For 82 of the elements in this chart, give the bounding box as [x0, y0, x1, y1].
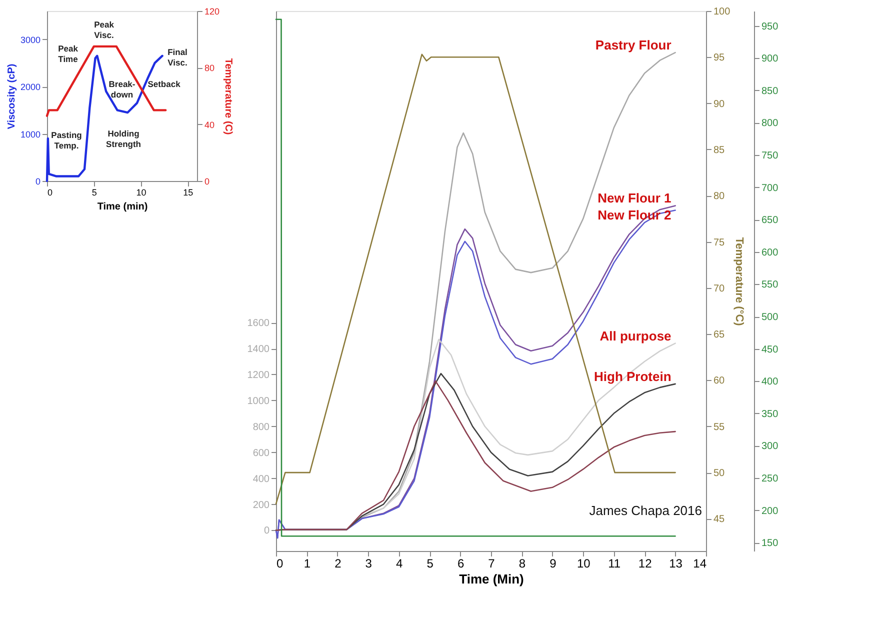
x-tick-label: 3 — [365, 556, 372, 570]
x-tick-label: 11 — [608, 556, 621, 570]
x-tick-label: 6 — [457, 556, 464, 570]
y3-tick-label: 500 — [762, 312, 779, 324]
x-tick-label: 15 — [183, 188, 194, 198]
annotation: Setback — [148, 79, 181, 90]
y3-tick-label: 550 — [762, 280, 779, 291]
annotation: Pasting Temp. — [51, 130, 82, 151]
annotation: Holding Strength — [106, 128, 141, 149]
y2-tick-label: 85 — [714, 144, 726, 156]
y3-tick-label: 950 — [762, 21, 779, 32]
y2-tick-label: 100 — [714, 6, 731, 18]
y3-tick-label: 300 — [762, 441, 779, 452]
x-tick-label: 10 — [576, 556, 591, 570]
y2-tick-label: 45 — [714, 514, 726, 526]
y2-tick-label: 90 — [714, 98, 726, 110]
series-label: Pastry Flour — [595, 38, 672, 53]
x-tick-label: 7 — [488, 556, 496, 570]
annotation: Peak Visc. — [94, 20, 114, 40]
y2-tick-label: 50 — [714, 468, 726, 480]
y3-tick-label: 200 — [762, 506, 779, 517]
y2-tick-label: 55 — [714, 422, 726, 433]
x-tick-label: 1 — [304, 556, 311, 570]
y-tick-label: 3000 — [20, 34, 40, 45]
x-axis-title: Time (Min) — [459, 572, 524, 586]
x-tick-label: 10 — [136, 188, 146, 198]
y2-tick-label: 60 — [714, 376, 726, 387]
y2-tick-label: 75 — [714, 237, 726, 248]
x-tick-label: 8 — [518, 556, 526, 570]
annotation: Peak Time — [58, 43, 78, 64]
x-tick-label: 13 — [669, 556, 683, 570]
y-tick-label: 0 — [35, 176, 40, 186]
y2-tick-label: 95 — [714, 52, 726, 64]
y-tick-label: 400 — [252, 474, 270, 485]
x-tick-label: 0 — [276, 556, 284, 570]
x-tick-label: 14 — [693, 556, 707, 570]
y3-tick-label: 700 — [762, 182, 779, 194]
y2-tick-label: 80 — [714, 191, 726, 202]
y-tick-label: 1400 — [247, 344, 270, 355]
y-tick-label: 2000 — [20, 82, 40, 92]
x-tick-label: 9 — [550, 556, 557, 570]
y-tick-label: 800 — [252, 422, 270, 433]
y3-tick-label: 850 — [762, 86, 779, 97]
x-axis-title: Time (min) — [97, 202, 148, 212]
y-tick-label: 1600 — [247, 318, 270, 330]
y2-tick-label: 40 — [204, 120, 215, 130]
y-tick-label: 200 — [252, 500, 270, 511]
x-tick-label: 5 — [92, 188, 97, 198]
y2-tick-label: 70 — [714, 283, 726, 294]
y-tick-label: 600 — [252, 448, 270, 459]
y3-tick-label: 600 — [762, 247, 779, 258]
y3-tick-label: 400 — [762, 376, 779, 388]
x-tick-label: 4 — [396, 556, 404, 570]
y3-tick-label: 900 — [762, 54, 779, 65]
y3-tick-label: 800 — [762, 118, 779, 130]
y3-tick-label: 650 — [762, 215, 779, 226]
y2-tick-label: 80 — [204, 63, 215, 74]
series-label: All purpose — [600, 328, 672, 344]
y-tick-label: 0 — [264, 526, 270, 537]
y-axis-title: Viscosity (cP) — [6, 64, 18, 130]
y2-axis-title: Temperature (°C) — [733, 237, 746, 326]
y3-tick-label: 450 — [762, 344, 779, 356]
y2-axis-title: Temperature (C) — [222, 58, 234, 135]
series-label: New Flour 1 — [598, 190, 672, 206]
series-label: High Protein — [594, 368, 672, 384]
x-tick-label: 12 — [638, 556, 652, 570]
y3-tick-label: 150 — [762, 538, 779, 550]
y-tick-label: 1000 — [20, 129, 40, 140]
y3-tick-label: 250 — [762, 474, 779, 485]
y2-tick-label: 65 — [714, 330, 726, 341]
annotation: Break- down — [108, 79, 136, 100]
y2-tick-label: 120 — [204, 6, 220, 16]
annotation: Final Visc. — [168, 46, 188, 68]
x-tick-label: 5 — [426, 556, 434, 570]
y3-tick-label: 750 — [762, 150, 779, 162]
y3-tick-label: 350 — [762, 408, 779, 420]
x-tick-label: 0 — [48, 188, 53, 198]
y2-tick-label: 0 — [204, 176, 210, 186]
y-tick-label: 1000 — [247, 396, 270, 407]
y-tick-label: 1200 — [247, 370, 270, 381]
x-tick-label: 2 — [334, 556, 342, 570]
annotation: James Chapa 2016 — [589, 503, 702, 518]
